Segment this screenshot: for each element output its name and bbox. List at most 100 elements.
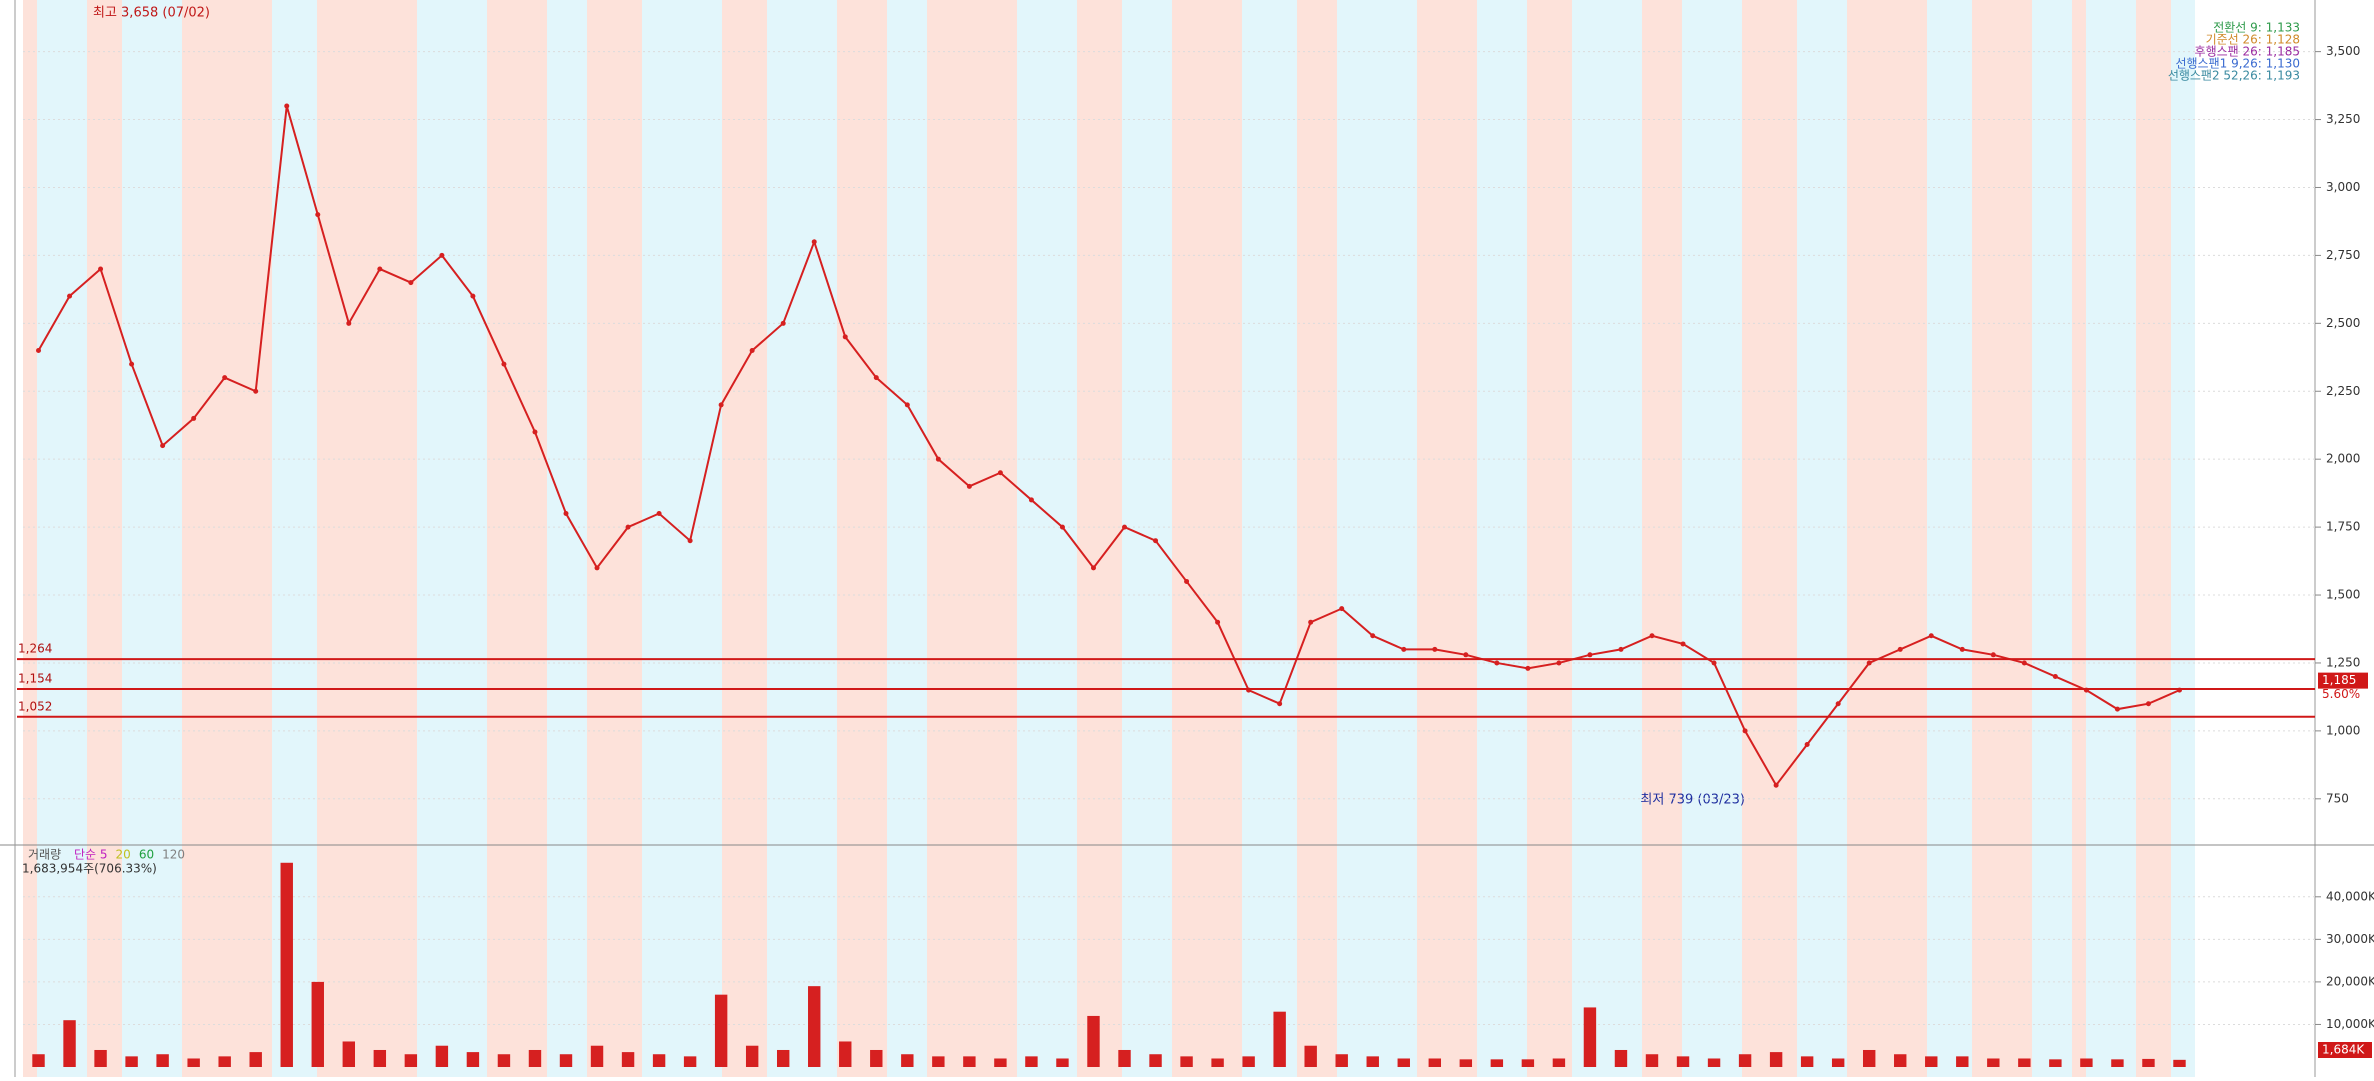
stripe <box>1847 0 1927 1077</box>
price-point <box>873 375 879 381</box>
price-point <box>1059 524 1065 530</box>
price-point <box>1711 660 1717 666</box>
stripe <box>272 0 317 1077</box>
volume-bar <box>187 1058 200 1067</box>
volume-summary: 1,683,954주(706.33%) <box>22 862 157 876</box>
volume-bar <box>776 1049 790 1067</box>
support-label: 1,264 <box>18 642 52 656</box>
volume-bar <box>156 1054 169 1067</box>
volume-bar <box>1956 1056 1969 1067</box>
volume-bar <box>714 994 728 1067</box>
volume-bar <box>839 1041 852 1067</box>
price-point <box>377 266 383 272</box>
high-annotation: 최고 3,658 (07/02) <box>93 6 210 21</box>
volume-bar <box>2111 1059 2124 1067</box>
volume-bar <box>1614 1049 1628 1067</box>
price-point <box>1866 660 1872 666</box>
price-point <box>470 293 476 299</box>
stripe <box>1572 0 1642 1077</box>
price-point <box>1618 646 1624 652</box>
volume-bar <box>1987 1058 2000 1067</box>
price-point <box>625 524 631 530</box>
y-tick-label: 20,000K <box>2326 974 2374 988</box>
volume-bar <box>590 1045 604 1067</box>
volume-legend: 60 <box>139 848 154 862</box>
volume-bar <box>1025 1056 1038 1067</box>
price-point <box>1587 652 1593 658</box>
price-point <box>1463 652 1469 658</box>
volume-bar <box>963 1056 976 1067</box>
volume-bar <box>435 1045 449 1067</box>
price-point <box>1308 619 1314 625</box>
price-point <box>222 375 228 381</box>
volume-bar <box>466 1052 480 1067</box>
volume-legend: 20 <box>116 848 131 862</box>
volume-bar <box>497 1054 511 1067</box>
volume-marker <box>2318 1042 2372 1058</box>
stripe <box>1337 0 1417 1077</box>
volume-bar <box>249 1052 262 1067</box>
price-point <box>1649 633 1655 639</box>
price-point <box>191 415 197 421</box>
volume-bar <box>342 1041 356 1067</box>
price-point <box>997 470 1003 476</box>
y-tick-label: 3,250 <box>2326 112 2360 126</box>
price-point <box>935 456 941 462</box>
price-point <box>1277 701 1283 707</box>
volume-bar <box>1242 1056 1255 1067</box>
volume-title: 거래량 <box>28 848 61 862</box>
price-point <box>1401 646 1407 652</box>
price-point <box>811 239 817 245</box>
volume-bar <box>683 1056 697 1067</box>
price-point <box>1494 660 1500 666</box>
volume-bar <box>1521 1059 1535 1067</box>
price-point <box>842 334 848 340</box>
y-tick-label: 3,500 <box>2326 44 2360 58</box>
stripe <box>722 0 767 1077</box>
price-point <box>1835 701 1841 707</box>
legend-entry: 선행스팬1 9,26: 1,130 <box>2175 56 2300 71</box>
stripe <box>23 0 37 1077</box>
volume-bar <box>404 1054 418 1067</box>
y-tick-label: 750 <box>2326 791 2349 805</box>
price-point <box>1680 641 1686 647</box>
volume-bar <box>125 1056 138 1067</box>
volume-bar <box>1552 1058 1566 1067</box>
volume-bar <box>1800 1056 1814 1067</box>
volume-bar <box>32 1054 45 1067</box>
price-point <box>656 511 662 517</box>
price-point <box>904 402 910 408</box>
price-marker <box>2318 672 2368 689</box>
stripe <box>1417 0 1477 1077</box>
price-point <box>2021 660 2027 666</box>
y-tick-label: 1,500 <box>2326 588 2360 602</box>
price-point <box>1897 646 1903 652</box>
stripe <box>1527 0 1572 1077</box>
y-tick-label: 40,000K <box>2326 889 2374 903</box>
stripe <box>642 0 722 1077</box>
price-point <box>1525 665 1531 671</box>
change-label: 5.60% <box>2322 687 2360 701</box>
stripe <box>767 0 837 1077</box>
stripe <box>1927 0 1972 1077</box>
volume-bar <box>1149 1054 1162 1067</box>
volume-bar <box>1831 1058 1845 1067</box>
stripe <box>927 0 1017 1077</box>
volume-bar <box>870 1049 883 1067</box>
price-point <box>1928 633 1934 639</box>
y-tick-label: 3,000 <box>2326 180 2360 194</box>
price-point <box>36 347 42 353</box>
stripe <box>2072 0 2086 1077</box>
y-tick-label: 1,000 <box>2326 723 2360 737</box>
support-label: 1,154 <box>18 672 52 686</box>
volume-bar <box>1087 1015 1100 1067</box>
stripe <box>182 0 272 1077</box>
support-label: 1,052 <box>18 699 52 713</box>
stripe <box>37 0 87 1077</box>
volume-bar <box>1769 1052 1783 1067</box>
price-marker-label: 1,185 <box>2322 673 2356 687</box>
volume-bar <box>1459 1059 1473 1067</box>
y-tick-label: 2,750 <box>2326 248 2360 262</box>
price-point <box>2145 701 2151 707</box>
stripe <box>417 0 487 1077</box>
